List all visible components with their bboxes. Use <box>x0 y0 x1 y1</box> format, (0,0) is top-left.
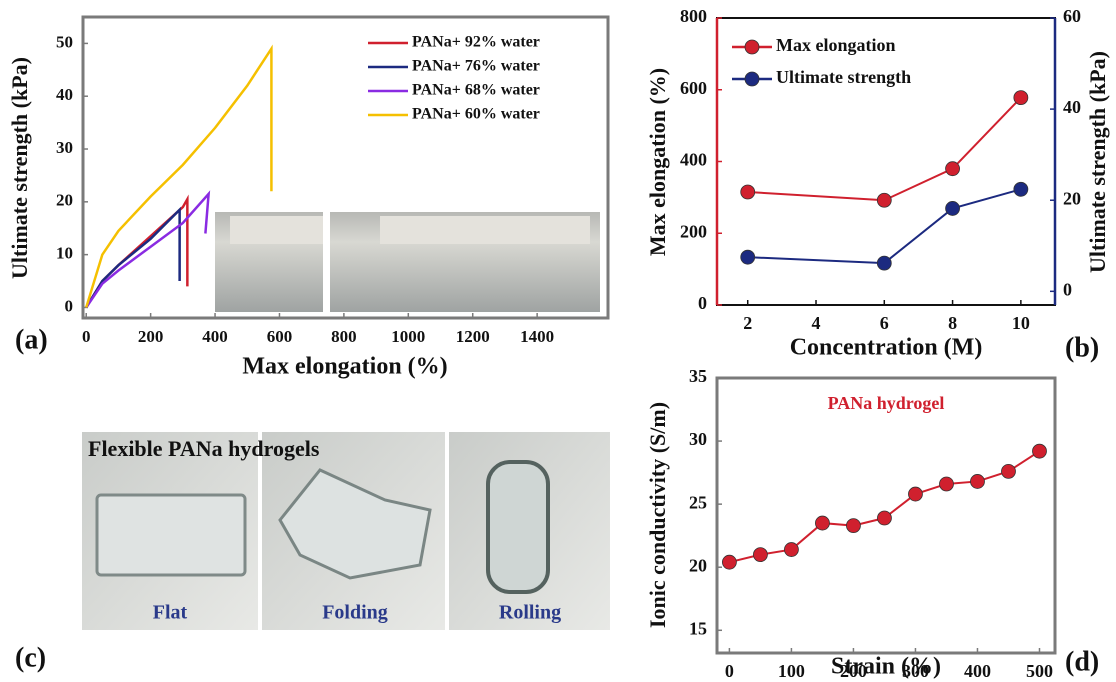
marker <box>1001 464 1015 478</box>
marker <box>741 250 755 264</box>
x-axis-label: Strain (%) <box>831 654 941 680</box>
marker <box>908 487 922 501</box>
legend-label: PANa+ 92% water <box>412 34 540 51</box>
y-tick-label: 400 <box>680 150 707 170</box>
legend-marker <box>745 72 759 86</box>
x-tick-label: 0 <box>82 327 91 346</box>
x-tick-label: 6 <box>880 313 889 333</box>
y2-tick-label: 20 <box>1063 188 1081 208</box>
ruler <box>230 216 323 244</box>
photo-caption: Folding <box>322 602 388 624</box>
panel-label: (b) <box>1065 332 1099 363</box>
y2-tick-label: 0 <box>1063 279 1072 299</box>
marker <box>946 201 960 215</box>
y-tick-label: 0 <box>698 293 707 313</box>
y-tick-label: 35 <box>689 366 707 386</box>
marker <box>970 474 984 488</box>
y-tick-label: 50 <box>56 32 73 51</box>
marker <box>753 548 767 562</box>
legend-marker <box>745 40 759 54</box>
marker <box>877 511 891 525</box>
series-line <box>729 451 1039 562</box>
y-tick-label: 200 <box>680 221 707 241</box>
marker <box>815 516 829 530</box>
y-tick-label: 30 <box>689 429 707 449</box>
y-tick-label: 10 <box>56 244 73 263</box>
marker <box>946 162 960 176</box>
x-tick-label: 100 <box>778 661 805 681</box>
x-tick-label: 4 <box>812 313 821 333</box>
y-tick-label: 25 <box>689 492 707 512</box>
y2-tick-label: 40 <box>1063 97 1081 117</box>
photo-caption: Flat <box>153 602 188 624</box>
marker <box>877 193 891 207</box>
marker <box>722 555 736 569</box>
legend-label: Ultimate strength <box>776 67 911 87</box>
legend-label: PANa+ 76% water <box>412 58 540 75</box>
photo-caption: Rolling <box>499 602 561 624</box>
marker <box>1014 91 1028 105</box>
marker <box>784 543 798 557</box>
x-axis-label: Concentration (M) <box>790 335 983 361</box>
panel-label: (c) <box>15 642 46 673</box>
panel-label: (a) <box>15 324 48 355</box>
y-tick-label: 600 <box>680 78 707 98</box>
x-tick-label: 8 <box>948 313 957 333</box>
marker <box>741 185 755 199</box>
x-tick-label: 1000 <box>391 327 425 346</box>
y-axis-label: Ultimate strength (kPa) <box>7 57 32 279</box>
x-tick-label: 10 <box>1012 313 1030 333</box>
y-tick-label: 30 <box>56 138 73 157</box>
x-tick-label: 500 <box>1026 661 1053 681</box>
y-axis-label: Max elongation (%) <box>645 68 670 256</box>
y-tick-label: 15 <box>689 618 707 638</box>
x-tick-label: 0 <box>725 661 734 681</box>
figure: Flexible PANa hydrogels Flat Folding Rol… <box>0 0 1116 682</box>
page: Flexible PANa hydrogels Flat Folding Rol… <box>0 0 1116 682</box>
hydrogel-rolled <box>488 462 548 592</box>
x-tick-label: 400 <box>964 661 991 681</box>
y-tick-label: 800 <box>680 6 707 26</box>
legend-label: Max elongation <box>776 35 896 55</box>
x-tick-label: 1400 <box>520 327 554 346</box>
y-axis-label: Ionic conductivity (S/m) <box>645 402 670 628</box>
x-tick-label: 800 <box>331 327 357 346</box>
photo-title: Flexible PANa hydrogels <box>88 436 320 461</box>
legend-label: PANa+ 60% water <box>412 106 540 123</box>
y-tick-label: 40 <box>56 85 73 104</box>
x-tick-label: 2 <box>743 313 752 333</box>
y-tick-label: 20 <box>689 555 707 575</box>
marker <box>939 477 953 491</box>
hydrogel-sheet <box>97 495 245 575</box>
series-line <box>86 199 187 307</box>
marker <box>846 519 860 533</box>
marker <box>1032 444 1046 458</box>
ruler <box>380 216 590 244</box>
x-tick-label: 400 <box>202 327 228 346</box>
y-tick-label: 20 <box>56 191 73 210</box>
marker <box>877 256 891 270</box>
x-axis-label: Max elongation (%) <box>242 354 447 380</box>
annotation: PANa hydrogel <box>828 393 945 413</box>
y2-axis-label: Ultimate strength (kPa) <box>1085 51 1110 273</box>
legend-label: PANa+ 68% water <box>412 82 540 99</box>
x-tick-label: 200 <box>138 327 164 346</box>
x-tick-label: 600 <box>267 327 293 346</box>
y2-tick-label: 60 <box>1063 6 1081 26</box>
y-tick-label: 0 <box>65 296 74 315</box>
panel-label: (d) <box>1065 646 1099 677</box>
marker <box>1014 182 1028 196</box>
x-tick-label: 1200 <box>456 327 490 346</box>
series-line <box>748 98 1021 201</box>
